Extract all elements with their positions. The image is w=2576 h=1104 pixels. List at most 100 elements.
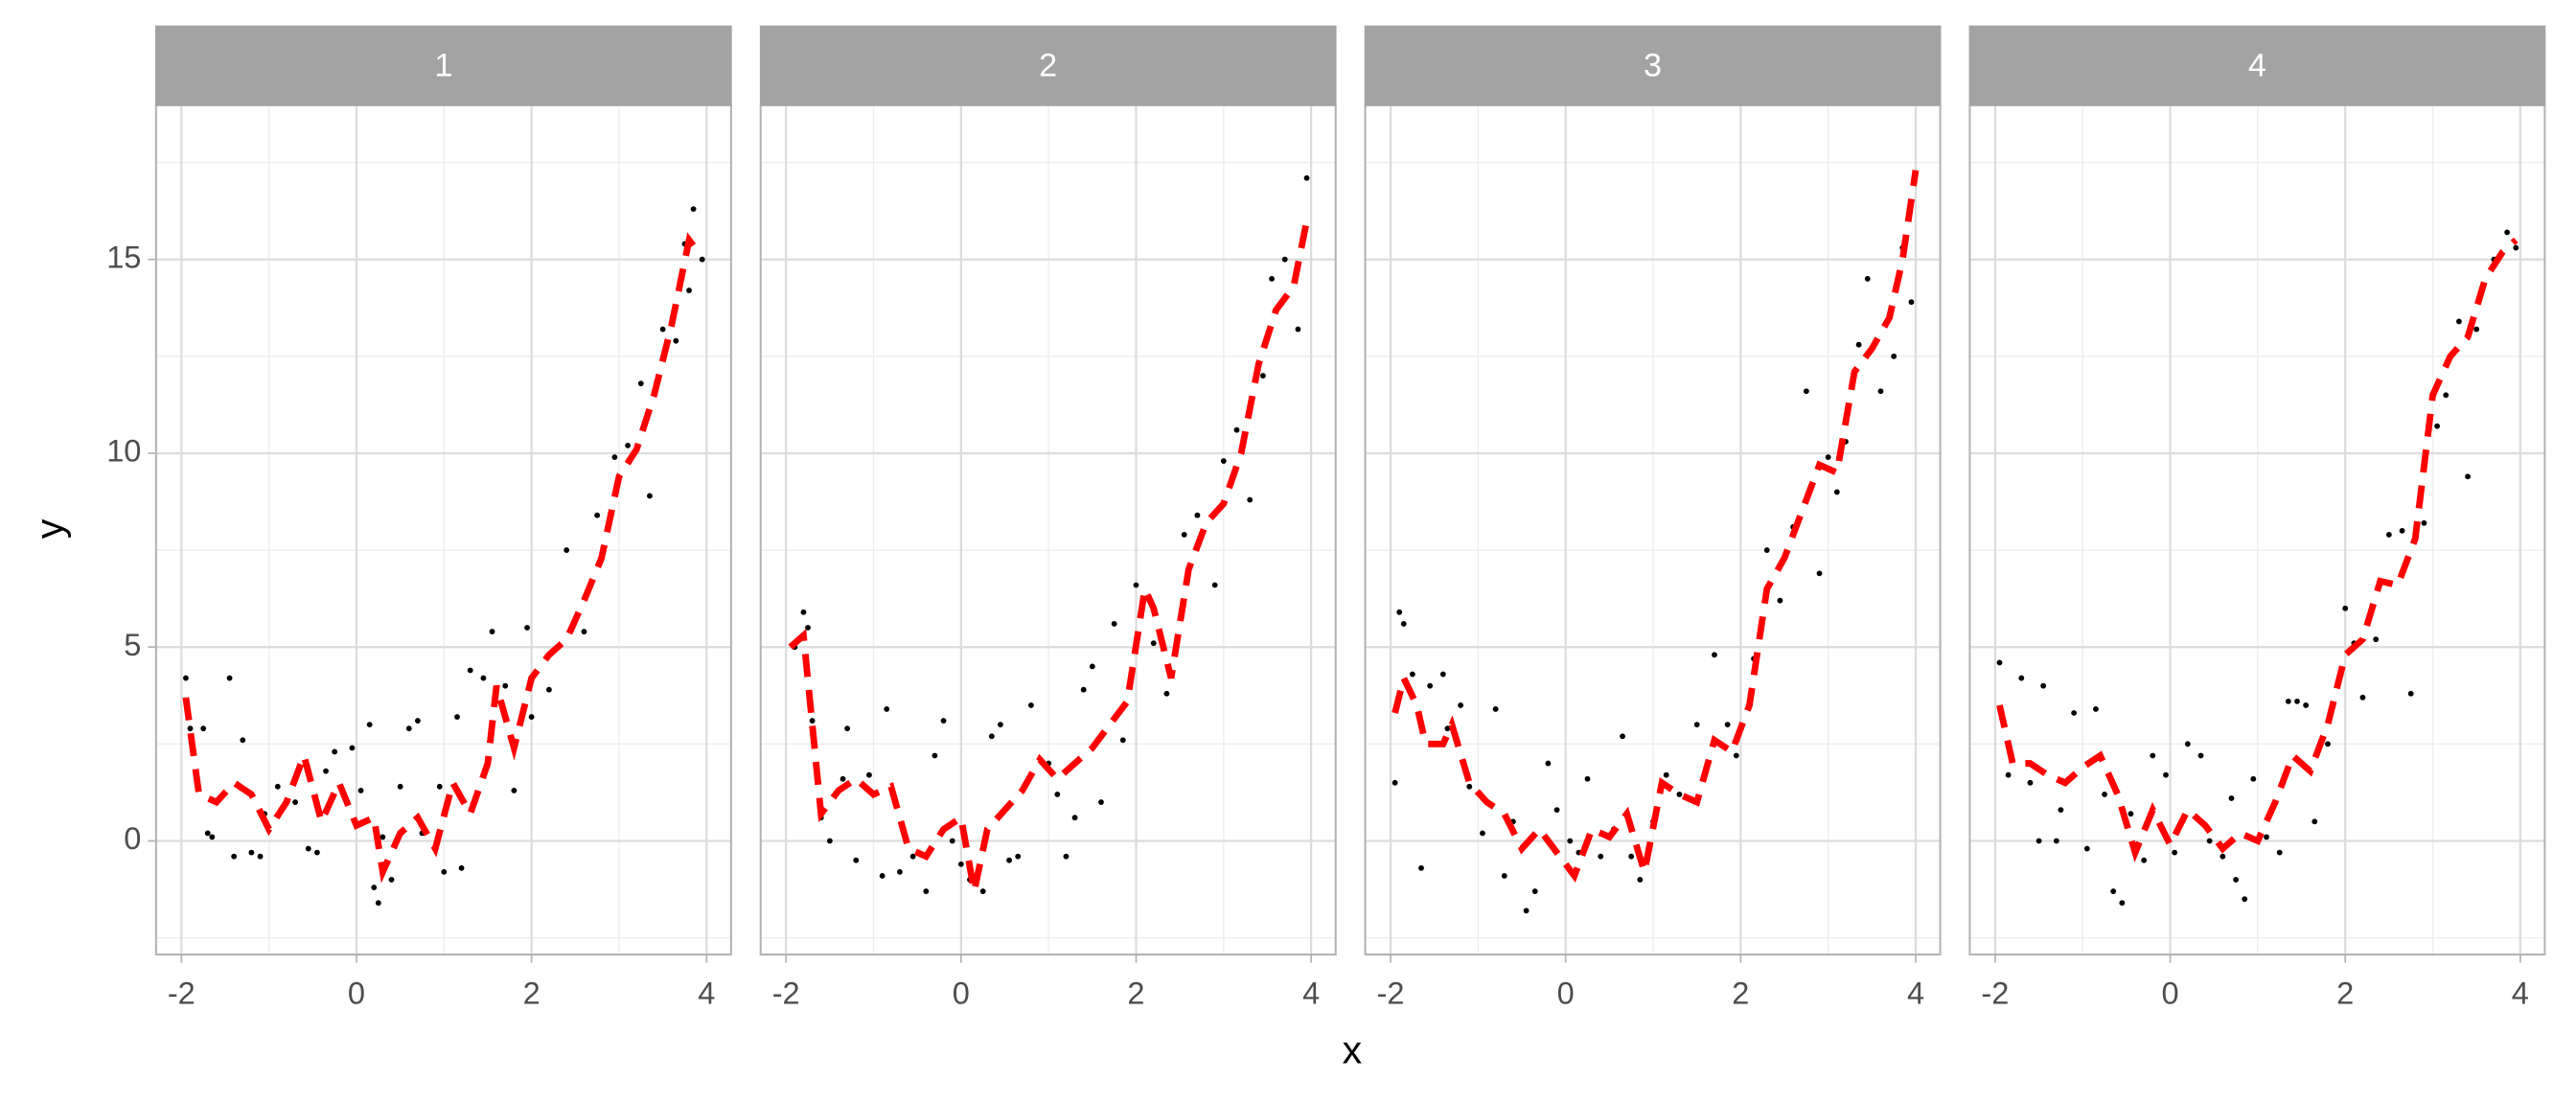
strip xyxy=(1364,25,1942,106)
point xyxy=(1080,686,1087,693)
panel: -2 0 2 4 2 xyxy=(759,25,1337,1010)
point xyxy=(1027,702,1034,708)
point xyxy=(1089,663,1095,670)
point xyxy=(2264,834,2269,840)
point xyxy=(1891,353,1898,359)
point xyxy=(489,629,495,634)
point xyxy=(1545,760,1552,767)
point xyxy=(1628,853,1635,860)
x-tick-label: 0 xyxy=(1557,976,1575,1010)
point xyxy=(564,547,570,554)
point xyxy=(659,326,666,333)
point xyxy=(2093,706,2099,712)
point xyxy=(2150,752,2156,759)
strip-label: 2 xyxy=(1039,47,1057,83)
point xyxy=(1063,853,1070,860)
point xyxy=(1392,779,1398,786)
x-tick-label: 4 xyxy=(1907,976,1924,1010)
point xyxy=(2163,771,2169,778)
point xyxy=(988,733,995,740)
x-tick-label: 4 xyxy=(698,976,715,1010)
point xyxy=(226,675,233,681)
point xyxy=(2443,392,2450,399)
point xyxy=(1676,792,1683,797)
point xyxy=(2040,682,2047,689)
x-tick-label: 2 xyxy=(523,976,540,1010)
point xyxy=(2373,636,2380,643)
x-tick-label: 2 xyxy=(1127,976,1144,1010)
point xyxy=(699,256,705,263)
point xyxy=(454,714,460,720)
point xyxy=(2399,527,2405,534)
strip xyxy=(759,25,1337,106)
point xyxy=(332,748,338,755)
point xyxy=(1409,671,1415,678)
point xyxy=(805,625,811,631)
point xyxy=(1908,299,1915,306)
point xyxy=(357,787,364,794)
point xyxy=(1269,276,1275,282)
x-tick-label: 4 xyxy=(1302,976,1320,1010)
point xyxy=(405,725,412,732)
point xyxy=(240,737,246,744)
y-tick-label: 15 xyxy=(106,240,141,274)
point xyxy=(2359,694,2366,701)
point xyxy=(257,853,264,860)
point xyxy=(1150,640,1157,647)
point xyxy=(2465,473,2471,480)
point xyxy=(1071,815,1078,821)
point xyxy=(611,454,618,460)
point xyxy=(313,849,320,856)
point xyxy=(1531,888,1538,894)
point xyxy=(231,853,238,860)
point xyxy=(1803,388,1809,395)
point xyxy=(1444,725,1451,732)
point xyxy=(1480,830,1485,837)
point xyxy=(884,706,890,712)
point xyxy=(366,722,373,728)
point xyxy=(2312,818,2318,825)
point xyxy=(979,888,986,894)
point xyxy=(209,834,216,840)
x-tick-label: 0 xyxy=(348,976,365,1010)
point xyxy=(1733,752,1739,759)
point xyxy=(371,885,378,890)
point xyxy=(1458,702,1464,708)
point xyxy=(2233,877,2239,883)
point xyxy=(2119,900,2126,907)
x-tick-label: 2 xyxy=(2336,976,2354,1010)
point xyxy=(957,861,964,867)
point xyxy=(1637,877,1644,883)
point xyxy=(1181,531,1187,538)
point xyxy=(637,380,644,387)
point xyxy=(897,868,903,875)
point xyxy=(375,900,381,907)
point xyxy=(292,799,298,805)
point xyxy=(690,206,697,213)
x-tick-label: 4 xyxy=(2512,976,2529,1010)
point xyxy=(2128,811,2134,817)
point xyxy=(2102,792,2107,797)
point xyxy=(625,442,632,448)
point xyxy=(200,725,207,732)
x-tick-label: -2 xyxy=(168,976,196,1010)
point xyxy=(397,783,403,790)
point xyxy=(2184,741,2191,748)
point xyxy=(1111,621,1117,627)
point xyxy=(581,629,587,634)
point xyxy=(511,787,518,794)
point xyxy=(2036,838,2042,844)
point xyxy=(1054,792,1061,797)
point xyxy=(1523,908,1530,914)
point xyxy=(467,667,473,674)
point xyxy=(2434,423,2441,429)
point xyxy=(545,686,552,693)
panel: -2 0 2 4 3 xyxy=(1364,25,1942,1010)
point xyxy=(866,771,872,778)
point xyxy=(1247,496,1254,503)
point xyxy=(1877,388,1884,395)
point xyxy=(436,783,443,790)
strip xyxy=(155,25,732,106)
